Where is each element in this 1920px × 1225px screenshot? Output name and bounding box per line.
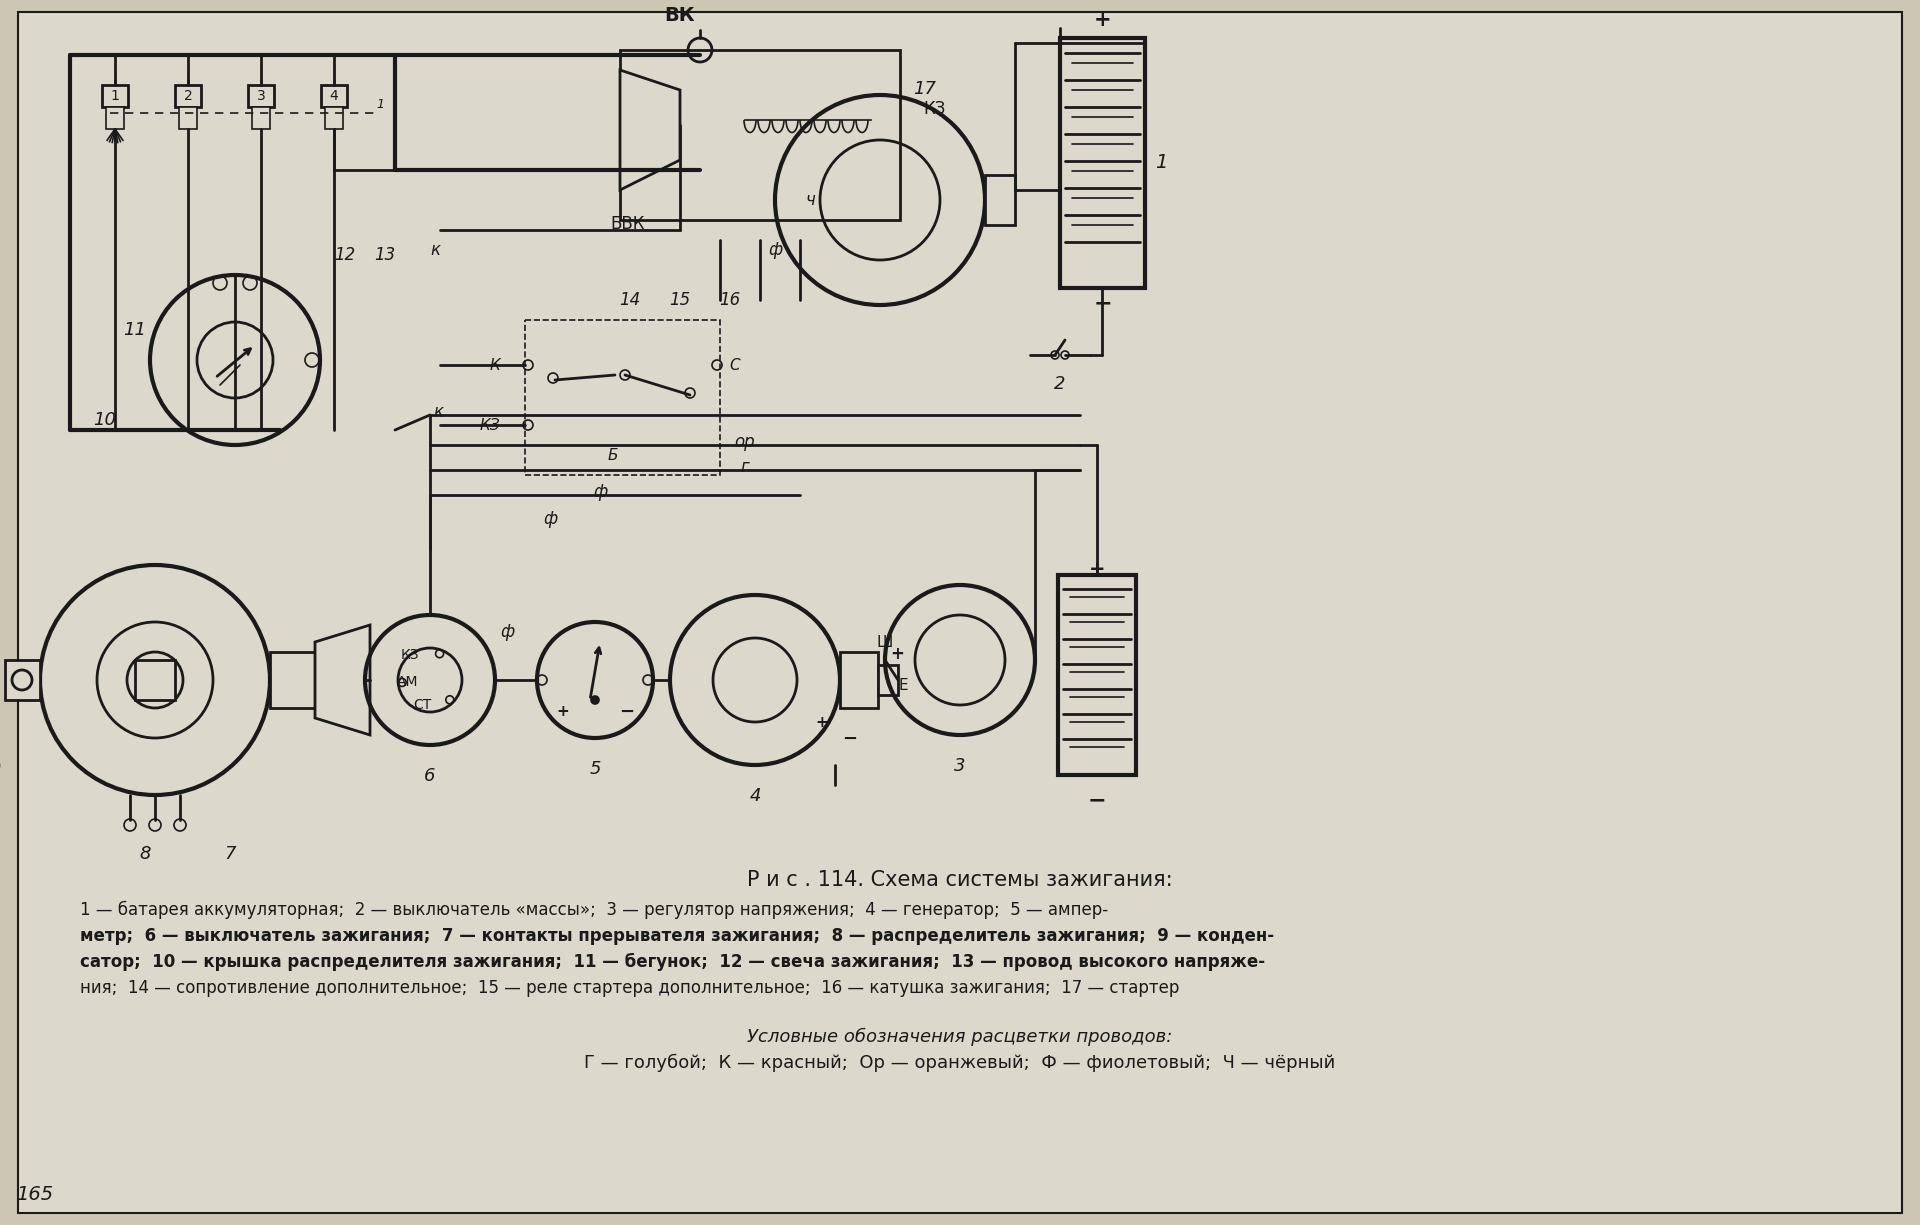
Text: 17: 17 bbox=[914, 80, 937, 98]
Text: метр;  6 — выключатель зажигания;  7 — контакты прерывателя зажигания;  8 — расп: метр; 6 — выключатель зажигания; 7 — кон… bbox=[81, 927, 1275, 944]
Text: ор: ор bbox=[735, 432, 755, 451]
Text: ВК: ВК bbox=[664, 6, 695, 24]
Text: +: + bbox=[557, 704, 570, 719]
Text: 165: 165 bbox=[17, 1186, 54, 1204]
Text: СТ: СТ bbox=[413, 698, 432, 712]
Polygon shape bbox=[620, 70, 680, 190]
Text: ф: ф bbox=[543, 510, 557, 528]
Text: КЗ: КЗ bbox=[401, 648, 419, 662]
Text: 13: 13 bbox=[374, 246, 396, 265]
Text: 2: 2 bbox=[1054, 375, 1066, 393]
Text: 4: 4 bbox=[330, 89, 338, 103]
Text: 1: 1 bbox=[1156, 153, 1167, 173]
Text: −: − bbox=[620, 703, 636, 722]
Text: Условные обозначения расцветки проводов:: Условные обозначения расцветки проводов: bbox=[747, 1028, 1173, 1046]
Text: к: к bbox=[434, 403, 444, 421]
Text: 5: 5 bbox=[589, 760, 601, 778]
Text: 1: 1 bbox=[111, 89, 119, 103]
Text: 15: 15 bbox=[670, 292, 691, 309]
Text: 10: 10 bbox=[94, 412, 117, 429]
Text: к: к bbox=[430, 241, 440, 258]
Text: −: − bbox=[1092, 293, 1112, 314]
Text: 7: 7 bbox=[225, 845, 236, 862]
Text: Ш: Ш bbox=[877, 635, 893, 650]
Text: +: + bbox=[891, 646, 904, 663]
Text: Р и с . 114. Схема системы зажигания:: Р и с . 114. Схема системы зажигания: bbox=[747, 870, 1173, 891]
Text: АМ: АМ bbox=[397, 675, 419, 688]
Text: ния;  14 — сопротивление дополнительное;  15 — реле стартера дополнительное;  16: ния; 14 — сопротивление дополнительное; … bbox=[81, 979, 1179, 997]
Bar bbox=[106, 107, 125, 129]
Text: Б: Б bbox=[607, 447, 618, 463]
Text: 3: 3 bbox=[257, 89, 265, 103]
Text: 11: 11 bbox=[123, 321, 146, 339]
Text: 3: 3 bbox=[954, 757, 966, 775]
Text: 1: 1 bbox=[376, 98, 384, 111]
Text: −: − bbox=[1089, 790, 1106, 810]
Bar bbox=[252, 107, 271, 129]
Text: 4: 4 bbox=[749, 786, 760, 805]
Text: 1 — батарея аккумуляторная;  2 — выключатель «массы»;  3 — регулятор напряжения;: 1 — батарея аккумуляторная; 2 — выключат… bbox=[81, 902, 1108, 919]
Text: 14: 14 bbox=[620, 292, 641, 309]
Text: Г — голубой;  К — красный;  Ор — оранжевый;  Ф — фиолетовый;  Ч — чёрный: Г — голубой; К — красный; Ор — оранжевый… bbox=[584, 1054, 1336, 1072]
Bar bbox=[102, 85, 129, 107]
Text: ч: ч bbox=[804, 191, 814, 209]
Bar bbox=[271, 652, 315, 708]
Bar bbox=[134, 660, 175, 699]
Bar bbox=[841, 652, 877, 708]
Text: С: С bbox=[730, 358, 741, 372]
Text: КЗ: КЗ bbox=[924, 100, 947, 118]
Text: −: − bbox=[843, 730, 858, 748]
Bar bbox=[620, 50, 900, 220]
Text: ф: ф bbox=[499, 624, 515, 641]
Bar bbox=[248, 85, 275, 107]
Polygon shape bbox=[315, 625, 371, 735]
Text: сатор;  10 — крышка распределителя зажигания;  11 — бегунок;  12 — свеча зажиган: сатор; 10 — крышка распределителя зажига… bbox=[81, 953, 1265, 971]
Text: К: К bbox=[490, 358, 501, 372]
Bar bbox=[877, 665, 899, 695]
Bar bbox=[1060, 38, 1144, 288]
Text: г: г bbox=[741, 458, 749, 477]
Bar bbox=[324, 107, 344, 129]
Bar bbox=[6, 660, 40, 699]
Bar bbox=[175, 85, 202, 107]
Text: Е: Е bbox=[899, 677, 908, 693]
Text: 8: 8 bbox=[140, 845, 152, 862]
Text: +: + bbox=[1094, 10, 1112, 29]
Bar bbox=[321, 85, 348, 107]
Text: БВК: БВК bbox=[611, 216, 645, 233]
Text: 12: 12 bbox=[334, 246, 355, 265]
Text: +: + bbox=[1089, 560, 1106, 579]
Bar bbox=[985, 175, 1016, 225]
Circle shape bbox=[591, 696, 599, 704]
Text: 2: 2 bbox=[184, 89, 192, 103]
Text: ф: ф bbox=[593, 483, 607, 501]
Text: 6: 6 bbox=[424, 767, 436, 785]
Bar bbox=[179, 107, 198, 129]
Text: ф: ф bbox=[768, 241, 781, 258]
Bar bbox=[1058, 575, 1137, 775]
Text: КЗ: КЗ bbox=[480, 418, 501, 432]
Text: 16: 16 bbox=[720, 292, 741, 309]
Text: +: + bbox=[816, 715, 828, 730]
Bar bbox=[524, 320, 720, 475]
